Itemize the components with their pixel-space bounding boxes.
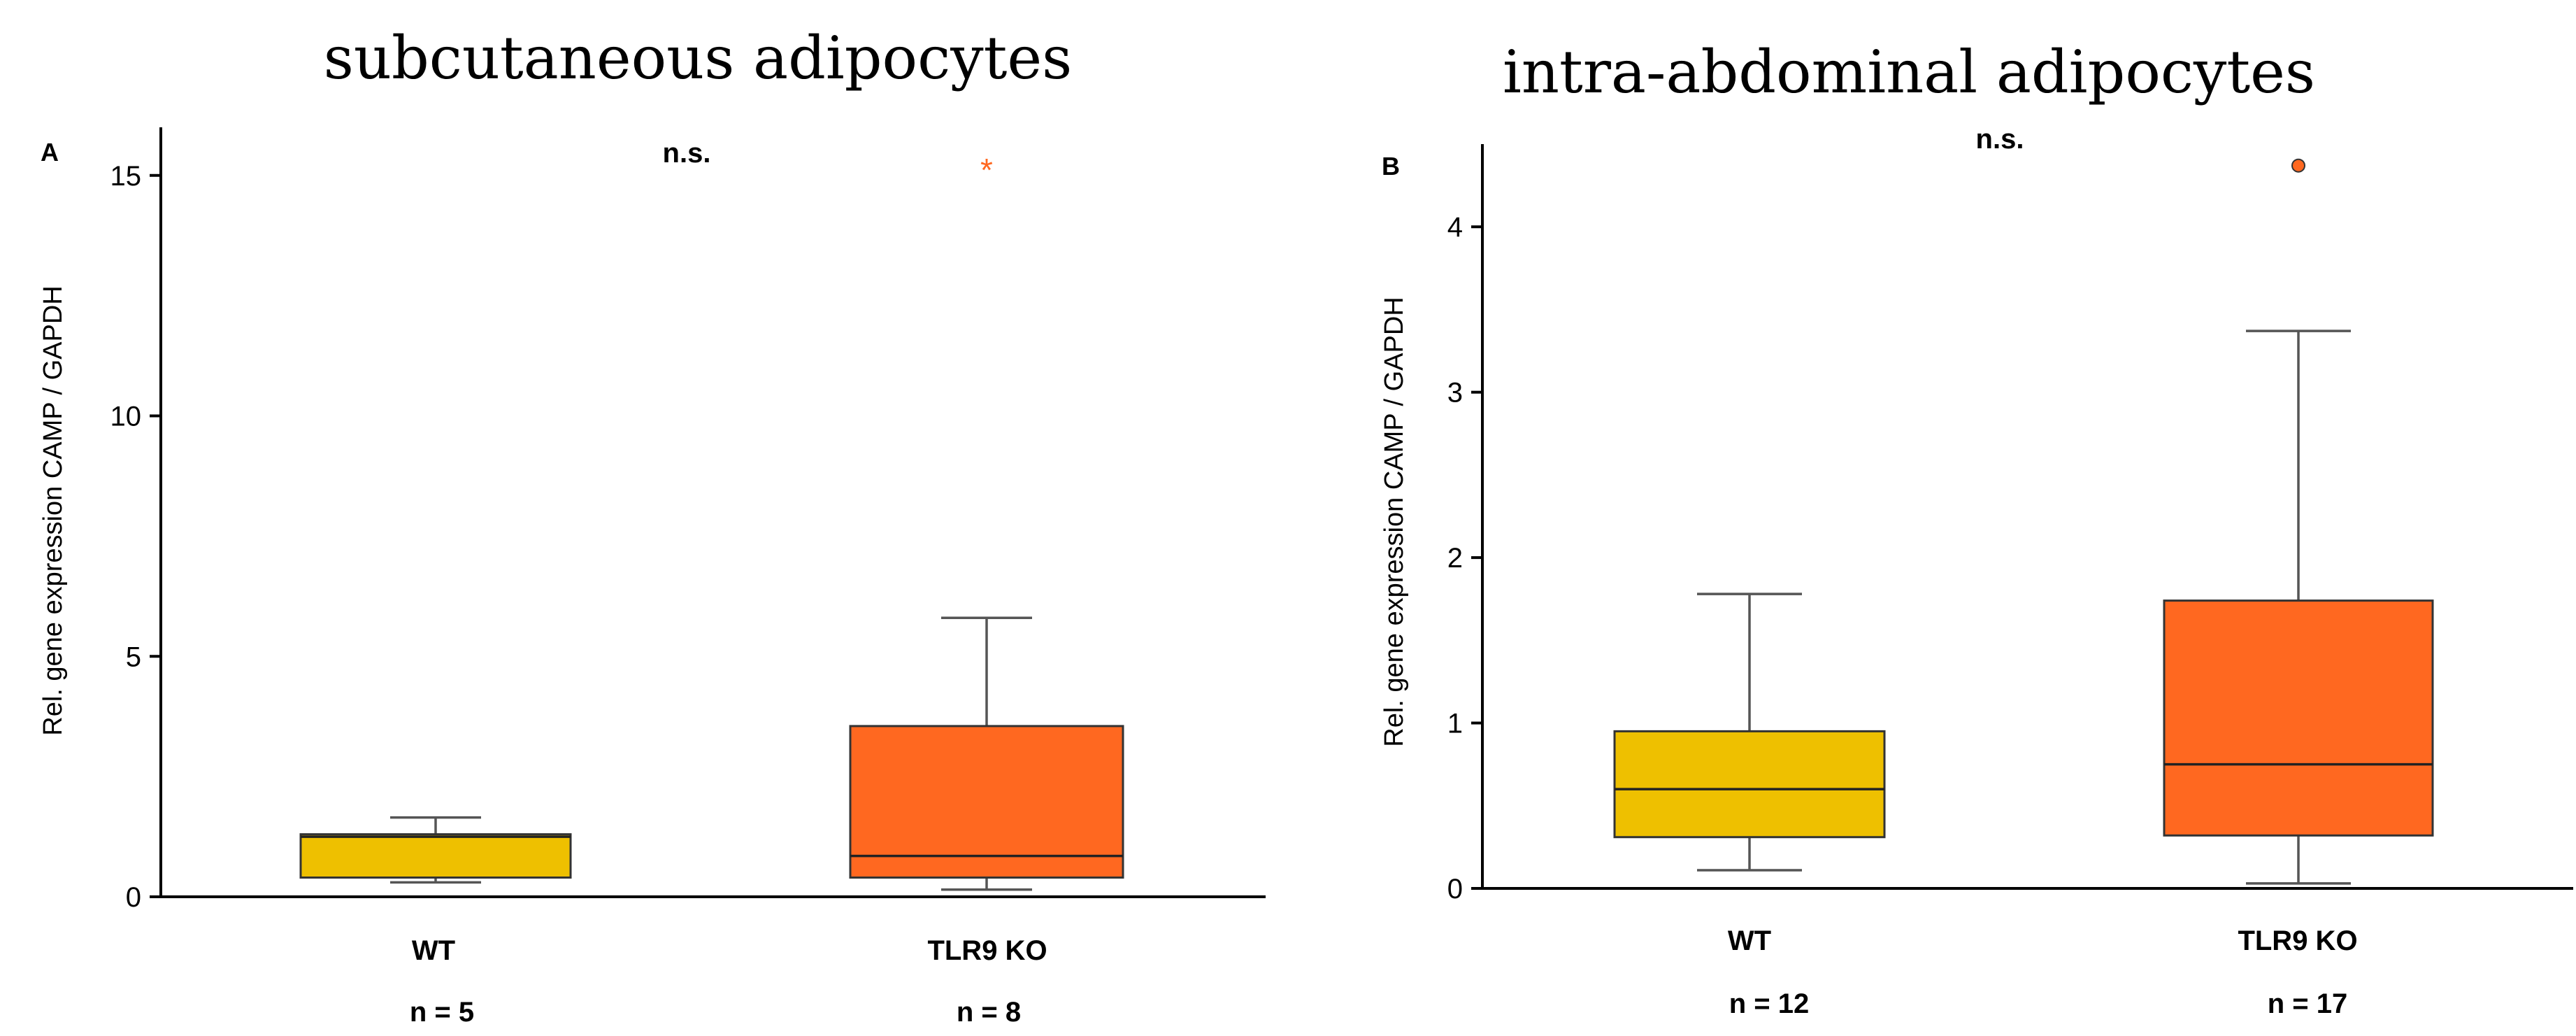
panel-a-y-tick-label: 15 [110, 161, 142, 192]
panel-b-y-tick-label: 0 [1447, 874, 1463, 904]
box-tlr9ko-outlier: * [980, 152, 993, 188]
box-tlr9ko-iqr [849, 725, 1124, 879]
panel-a-significance: n.s. [663, 138, 711, 169]
box-wt-iqr [1613, 730, 1886, 839]
panel-a-category-tlr9ko: TLR9 KO [927, 935, 1047, 966]
panel-b-y-tick-label: 2 [1447, 543, 1463, 574]
panel-a-n-wt: n = 5 [410, 997, 474, 1028]
panel-b-category-tlr9ko: TLR9 KO [2238, 925, 2357, 956]
panel-b-y-tick-label: 3 [1447, 378, 1463, 409]
box-tlr9ko-outlier [2291, 158, 2305, 173]
panel-a-y-tick-label: 5 [126, 641, 141, 672]
panel-a-y-axis-label: Rel. gene expression CAMP / GAPDH [38, 285, 68, 735]
panel-a-y-ticks: 0 5 10 15 [110, 161, 161, 913]
panel-a-label: A [41, 138, 59, 166]
panel-b-label: B [1382, 152, 1400, 180]
panel-b-n-wt: n = 12 [1729, 988, 1810, 1019]
box-wt-iqr [299, 833, 572, 879]
panel-b-title: intra-abdominal adipocytes [1503, 38, 2315, 106]
panel-a-boxes: * [299, 152, 1124, 891]
panel-b-boxes [1613, 158, 2434, 885]
panel-b-category-wt: WT [1728, 925, 1771, 956]
panel-b: intra-abdominal adipocytes B n.s. Rel. g… [1380, 38, 2573, 1019]
panel-b-y-ticks: 0 1 2 3 4 [1447, 212, 1482, 904]
panel-a-title: subcutaneous adipocytes [324, 24, 1072, 92]
panel-b-y-axis-label: Rel. gene expression CAMP / GAPDH [1380, 297, 1409, 746]
panel-a-y-tick-label: 0 [126, 882, 141, 913]
panel-b-y-tick-label: 1 [1447, 709, 1463, 739]
panel-a: subcutaneous adipocytes A n.s. Rel. gene… [38, 24, 1266, 1028]
panel-a-category-wt: WT [412, 935, 455, 966]
panel-b-significance: n.s. [1976, 124, 2024, 155]
panel-a-y-tick-label: 10 [110, 402, 142, 432]
panel-b-n-tlr9ko: n = 17 [2268, 988, 2348, 1019]
box-tlr9ko-iqr [2163, 599, 2434, 837]
panel-b-y-tick-label: 4 [1447, 212, 1463, 243]
panel-a-n-tlr9ko: n = 8 [957, 997, 1021, 1028]
